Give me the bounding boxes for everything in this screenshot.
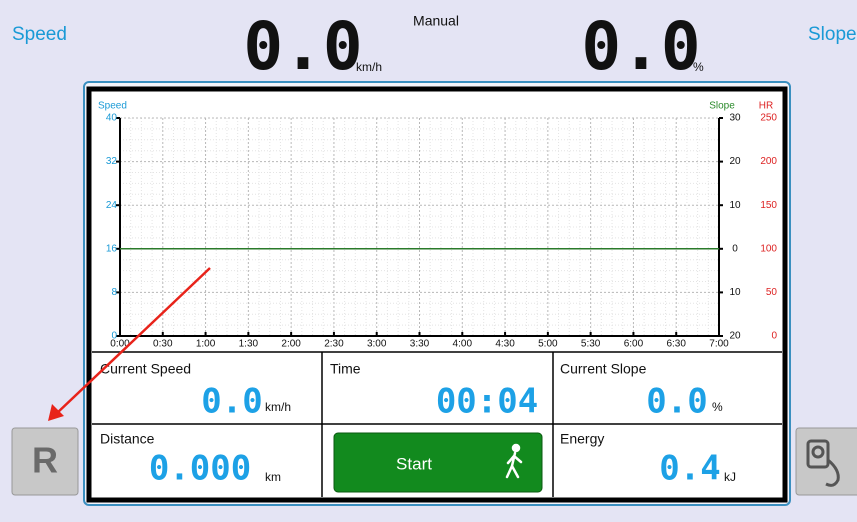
time-tick-label: 0:30 xyxy=(153,339,173,350)
time-tick-label: 0:00 xyxy=(110,339,130,350)
time-tick-label: 7:00 xyxy=(709,339,729,350)
start-button-bg[interactable] xyxy=(333,432,543,493)
mode-label: Manual xyxy=(413,13,459,29)
distance-unit: km xyxy=(265,470,281,484)
time-label: Time xyxy=(330,361,361,377)
panel-lines xyxy=(92,351,782,497)
hr-axis-title: HR xyxy=(759,101,773,112)
slope-tick-label: 10 xyxy=(729,200,741,211)
speed-tick-label: 32 xyxy=(106,156,118,167)
speed-tick-label: 0 xyxy=(111,331,117,342)
current-speed-label: Current Speed xyxy=(100,361,191,377)
time-tick-label: 1:30 xyxy=(239,339,259,350)
current-slope-value: 0.0 xyxy=(646,382,707,422)
hr-tick-label: 0 xyxy=(771,331,777,342)
slope-axis-title: Slope xyxy=(709,101,735,112)
speed-display: 0.0 xyxy=(243,8,362,85)
speed-label: Speed xyxy=(12,24,67,45)
reset-button-label[interactable]: R xyxy=(32,440,58,481)
start-button[interactable]: Start xyxy=(333,432,543,493)
energy-label: Energy xyxy=(560,431,604,447)
distance-label: Distance xyxy=(100,431,155,447)
slope-tick-label: 20 xyxy=(729,156,741,167)
annotation-arrow xyxy=(48,267,211,421)
time-tick-label: 1:00 xyxy=(196,339,216,350)
reset-button[interactable]: R xyxy=(11,427,79,496)
hr-icon xyxy=(806,439,840,487)
distance-value: 0.000 xyxy=(149,449,251,489)
time-tick-label: 2:30 xyxy=(324,339,344,350)
time-tick-label: 5:00 xyxy=(538,339,558,350)
time-tick-label: 6:30 xyxy=(666,339,686,350)
slope-unit: % xyxy=(693,60,704,74)
hr-tick-label: 200 xyxy=(760,156,777,167)
hr-tick-label: 50 xyxy=(766,287,778,298)
time-tick-label: 5:30 xyxy=(581,339,601,350)
time-tick-label: 4:00 xyxy=(453,339,473,350)
current-speed-unit: km/h xyxy=(265,400,291,414)
speed-unit: km/h xyxy=(356,60,382,74)
hr-tick-label: 150 xyxy=(760,200,777,211)
speed-tick-label: 40 xyxy=(106,113,118,124)
frame-inner xyxy=(86,86,788,503)
reset-button-bg[interactable] xyxy=(11,427,79,496)
slope-label: Slope xyxy=(808,24,857,45)
slope-display: 0.0 xyxy=(581,8,700,85)
walker-icon xyxy=(505,443,523,479)
hr-tick-label: 250 xyxy=(760,113,777,124)
hr-button[interactable] xyxy=(795,427,857,496)
current-slope-unit: % xyxy=(712,400,723,414)
speed-tick-label: 16 xyxy=(106,243,118,254)
speed-tick-label: 8 xyxy=(111,287,117,298)
time-tick-label: 3:00 xyxy=(367,339,387,350)
hr-tick-label: 100 xyxy=(760,243,777,254)
energy-unit: kJ xyxy=(724,470,736,484)
slope-tick-label: 0 xyxy=(732,243,738,254)
start-button-label[interactable]: Start xyxy=(396,454,432,473)
time-tick-label: 3:30 xyxy=(410,339,430,350)
slope-tick-label: 20 xyxy=(729,331,741,342)
slope-tick-label: 10 xyxy=(729,287,741,298)
time-tick-label: 2:00 xyxy=(281,339,301,350)
current-slope-label: Current Slope xyxy=(560,361,647,377)
speed-tick-label: 24 xyxy=(106,200,118,211)
slope-tick-label: 30 xyxy=(729,113,741,124)
time-tick-label: 6:00 xyxy=(624,339,644,350)
energy-value: 0.4 xyxy=(659,449,720,489)
time-value: 00:04 xyxy=(436,382,538,422)
speed-axis-title: Speed xyxy=(98,101,127,112)
time-tick-label: 4:30 xyxy=(495,339,515,350)
current-speed-value: 0.0 xyxy=(201,382,262,422)
